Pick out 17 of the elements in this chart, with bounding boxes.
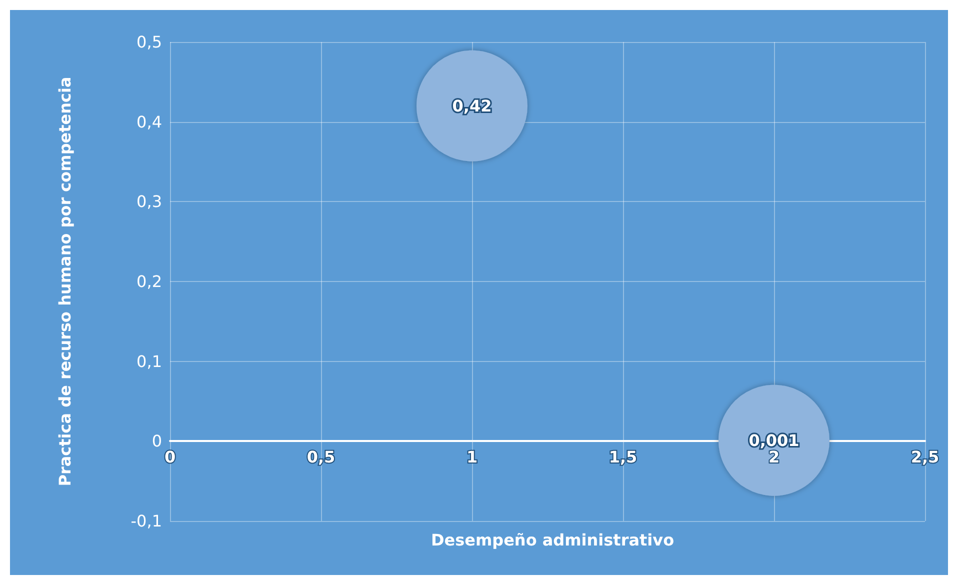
- y-tick-label: 0,3: [136, 192, 162, 212]
- x-tick-label: 2,5: [910, 448, 940, 467]
- x-tick-label: 0,5: [306, 448, 336, 467]
- y-tick-label: 0,1: [136, 352, 162, 371]
- y-axis-title: Practica de recurso humano por competencia: [56, 76, 74, 486]
- x-tick-label: 1,5: [608, 448, 638, 467]
- x-tick-label: 2: [768, 448, 780, 467]
- y-tick-label: 0,2: [136, 272, 162, 291]
- data-label: 0,42: [452, 96, 492, 116]
- y-tick-label: 0: [152, 432, 162, 451]
- data-label: 0,001: [748, 430, 800, 450]
- x-axis-title: Desempeño administrativo: [430, 530, 674, 550]
- y-tick-label: 0,4: [136, 112, 162, 132]
- y-tick-label: -0,1: [130, 512, 162, 530]
- y-tick-label: 0,5: [136, 32, 162, 52]
- x-tick-label: 1: [466, 448, 478, 467]
- x-tick-label: 0: [164, 448, 176, 467]
